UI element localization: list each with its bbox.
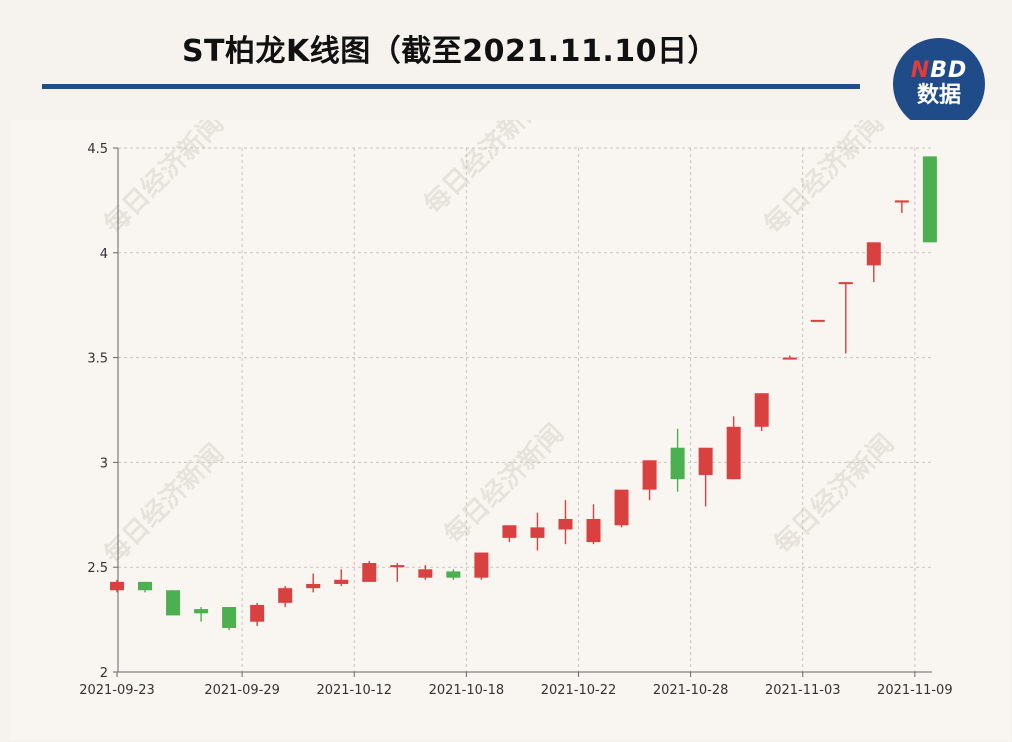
x-tick-label: 2021-09-23	[79, 683, 155, 698]
watermark-text: 每日经济新闻	[418, 120, 550, 220]
candle	[614, 489, 629, 528]
candle-body	[390, 565, 405, 568]
x-tick-label: 2021-10-18	[429, 683, 505, 698]
candle-body	[194, 609, 209, 614]
candle-body	[250, 604, 265, 622]
x-tick-label: 2021-10-22	[541, 683, 617, 698]
candle-body	[614, 489, 629, 526]
candle-body	[530, 527, 545, 538]
candle	[446, 569, 461, 580]
y-tick-label: 3	[100, 456, 108, 471]
logo-bd: BD	[930, 58, 968, 83]
candle-body	[698, 447, 713, 475]
candle-body	[922, 156, 937, 243]
candle-body	[110, 581, 124, 591]
candle	[782, 355, 797, 360]
candle	[586, 504, 601, 545]
candle	[530, 512, 545, 551]
candle	[250, 602, 265, 626]
candle-body	[558, 518, 573, 530]
candle-body	[362, 563, 377, 582]
candle	[306, 573, 321, 593]
y-tick-label: 2.5	[87, 561, 108, 576]
candle	[670, 428, 685, 492]
candle-body	[502, 525, 517, 538]
candle	[194, 607, 209, 622]
candle	[418, 565, 433, 580]
candle-body	[838, 282, 853, 285]
candle-body	[138, 581, 153, 591]
candle-body	[166, 590, 181, 616]
candle	[474, 552, 489, 580]
candle	[894, 200, 909, 213]
candle	[502, 525, 517, 543]
candle	[642, 460, 657, 501]
candle	[390, 563, 405, 582]
candle-body	[278, 588, 293, 603]
x-tick-label: 2021-11-09	[877, 683, 953, 698]
candle	[110, 579, 124, 593]
watermark-text: 每日经济新闻	[758, 120, 890, 240]
candle-body	[894, 200, 909, 203]
candle-body	[334, 579, 349, 584]
candle-body	[782, 357, 797, 360]
candle	[866, 242, 881, 283]
candle-body	[670, 447, 685, 480]
candle-body	[642, 460, 657, 490]
candle-body	[726, 426, 741, 480]
y-tick-label: 4.5	[87, 142, 108, 157]
candle	[810, 319, 825, 322]
nbd-logo: NBD 数据	[893, 38, 985, 130]
y-tick-label: 2	[100, 666, 108, 681]
candle-body	[418, 569, 433, 578]
axes: 2 2.5 3 3.5 4 4.5 2021-09-23 2021-09-29 2021-10-…	[79, 142, 952, 698]
candle	[698, 447, 713, 507]
candle-body	[446, 571, 461, 578]
candle-body	[810, 319, 825, 322]
candle-body	[586, 518, 601, 543]
candle-body	[222, 607, 237, 628]
y-tick-label: 4	[100, 247, 108, 262]
chart-panel: 每日经济新闻 每日经济新闻 每日经济新闻 每日经济新闻 每日经济新闻 每日经济新闻 2 2.…	[10, 120, 1010, 740]
candle	[138, 581, 153, 593]
candle-body	[754, 393, 769, 427]
candle	[222, 607, 237, 631]
candle	[558, 500, 573, 545]
candle	[922, 156, 937, 243]
candle	[726, 416, 741, 480]
candle	[334, 569, 349, 587]
title-underline	[42, 84, 860, 89]
candle-body	[474, 552, 489, 578]
candle	[362, 560, 377, 582]
candle	[754, 393, 769, 431]
x-tick-label: 2021-10-28	[653, 683, 729, 698]
x-tick-label: 2021-11-03	[765, 683, 841, 698]
candle	[278, 586, 293, 608]
candles	[110, 156, 937, 631]
candle-body	[866, 242, 881, 266]
chart-title: ST柏龙K线图（截至2021.11.10日）	[181, 34, 719, 69]
candle-body	[306, 583, 321, 589]
logo-n: N	[910, 58, 931, 83]
candle	[166, 590, 181, 616]
x-tick-label: 2021-10-12	[316, 683, 392, 698]
logo-shuju: 数据	[916, 83, 961, 108]
candle	[838, 282, 853, 354]
y-tick-label: 3.5	[87, 352, 108, 367]
watermark-text: 每日经济新闻	[768, 428, 900, 560]
x-tick-label: 2021-09-29	[204, 683, 280, 698]
grid-lines	[118, 147, 932, 672]
